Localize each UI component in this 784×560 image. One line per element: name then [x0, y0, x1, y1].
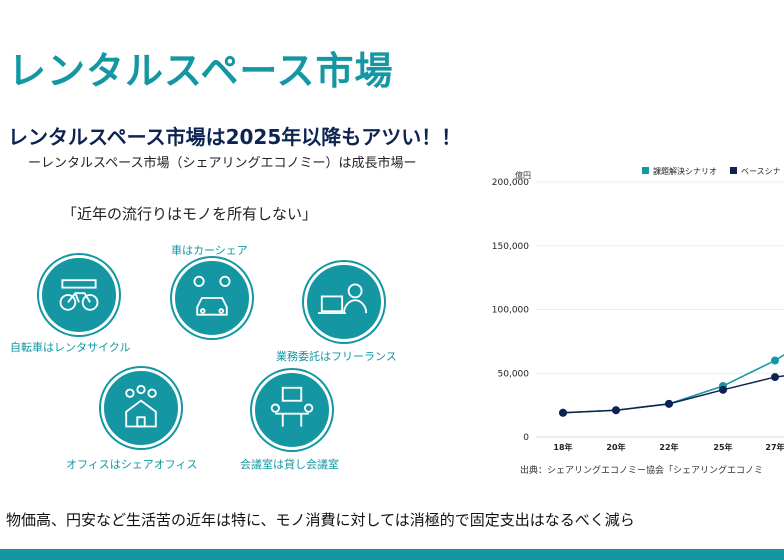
legend-label: 課題解決シナリオ — [653, 166, 717, 176]
data-point — [719, 385, 727, 394]
headline: レンタルスペース市場は2025年以降もアツい！！ — [8, 125, 462, 149]
data-point — [612, 406, 620, 415]
freelance-laptop-icon — [304, 262, 384, 342]
data-point — [771, 356, 779, 365]
y-tick-label: 100,000 — [492, 306, 529, 316]
series-line — [562, 354, 784, 414]
y-tick-label: 150,000 — [492, 242, 529, 252]
series-line — [562, 375, 784, 414]
freelance-label: 業務委託はフリーランス — [276, 350, 397, 363]
car-share-label: 車はカーシェア — [171, 244, 248, 257]
car-share-icon — [172, 258, 252, 338]
x-tick-label: 22年 — [659, 442, 678, 452]
unit-label: 億円 — [515, 170, 531, 180]
bicycle-label: 自転車はレンタサイクル — [10, 341, 131, 354]
shared-office-label: オフィスはシェアオフィス — [66, 458, 198, 471]
quote: 「近年の流行りはモノを所有しない」 — [62, 205, 318, 223]
y-tick-label: 0 — [523, 433, 529, 443]
market-chart: 億円 0 50,000 100,000 150,000 200,000 18年 20年 22年… — [492, 166, 784, 476]
data-point — [771, 373, 779, 382]
bottom-text: 物価高、円安など生活苦の近年は特に、モノ消費に対しては消極的で固定支出はなるべく… — [6, 511, 635, 529]
page-title: レンタルスペース市場 — [8, 49, 394, 93]
footer-bar — [0, 549, 784, 560]
legend-label: ベースシナ — [741, 167, 781, 176]
meeting-room-label: 会議室は貸し会議室 — [240, 458, 339, 471]
meeting-room-icon — [252, 370, 332, 450]
data-point — [559, 408, 567, 417]
y-tick-label: 200,000 — [492, 178, 529, 188]
bicycle-rental-icon — [39, 255, 119, 335]
x-tick-label: 20年 — [606, 442, 625, 452]
subheadline: ーレンタルスペース市場（シェアリングエコノミー）は成長市場ー — [28, 156, 417, 171]
legend-swatch-navy — [730, 167, 737, 174]
source-note: 出典：シェアリングエコノミー協会「シェアリングエコノミ — [520, 464, 763, 476]
x-tick-label: 25年 — [713, 442, 732, 452]
y-tick-label: 50,000 — [498, 369, 530, 379]
x-tick-label: 18年 — [553, 442, 572, 452]
shared-office-icon — [101, 368, 181, 448]
legend-swatch-teal — [642, 167, 649, 174]
x-tick-label: 27年 — [765, 442, 784, 452]
data-point — [665, 399, 673, 408]
